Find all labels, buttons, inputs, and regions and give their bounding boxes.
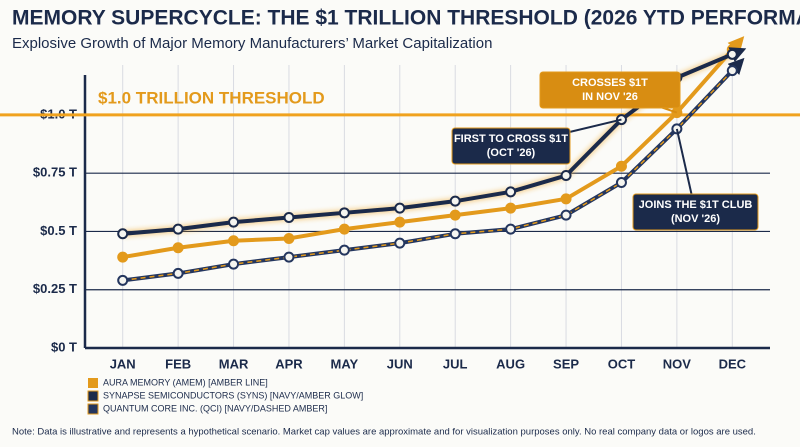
legend-swatch	[88, 378, 98, 388]
y-tick-label: $0.25 T	[33, 281, 77, 296]
point	[726, 65, 738, 77]
annotation-text: (NOV '26)	[671, 213, 720, 225]
point	[228, 216, 240, 228]
chart-subtitle: Explosive Growth of Major Memory Manufac…	[12, 35, 492, 52]
x-tick-label: MAR	[219, 356, 249, 371]
legend-swatch	[87, 403, 99, 415]
point	[172, 242, 184, 254]
annotation-box	[632, 193, 759, 231]
point	[505, 223, 517, 235]
annotation-box	[451, 127, 571, 165]
x-tick-label: JUL	[443, 356, 468, 371]
point	[117, 228, 129, 240]
legend-label: QUANTUM CORE INC. (QCI) [NAVY/DASHED AMB…	[103, 403, 327, 413]
point	[449, 209, 461, 221]
x-tick-label: DEC	[719, 356, 747, 371]
point	[117, 251, 129, 263]
point	[394, 237, 406, 249]
y-tick-label: $0.5 T	[40, 223, 77, 238]
point	[560, 193, 572, 205]
point	[228, 235, 240, 247]
point	[283, 251, 295, 263]
point	[172, 223, 184, 235]
x-tick-label: APR	[275, 356, 303, 371]
point	[394, 202, 406, 214]
point	[449, 195, 461, 207]
point	[394, 216, 406, 228]
annotation-box	[539, 71, 681, 109]
annotation-text: CROSSES $1T	[572, 77, 648, 89]
annotation-text: FIRST TO CROSS $1T	[454, 133, 568, 145]
point	[338, 244, 350, 256]
annotation-text: IN NOV '26	[582, 91, 638, 103]
chart-title: MEMORY SUPERCYCLE: THE $1 TRILLION THRES…	[12, 7, 800, 30]
point	[615, 160, 627, 172]
point	[449, 228, 461, 240]
line-dash	[122, 70, 733, 282]
point	[338, 207, 350, 219]
annotation-text: (OCT '26)	[487, 147, 536, 159]
y-tick-label: $0 T	[51, 339, 77, 354]
point	[560, 209, 572, 221]
point	[560, 170, 572, 182]
point	[726, 48, 738, 60]
x-tick-label: JAN	[110, 356, 136, 371]
point	[283, 232, 295, 244]
x-tick-label: MAY	[331, 356, 359, 371]
x-tick-label: SEP	[553, 356, 579, 371]
footnote: Note: Data is illustrative and represent…	[12, 427, 756, 438]
x-tick-label: AUG	[496, 356, 525, 371]
x-tick-label: JUN	[387, 356, 413, 371]
x-tick-label: OCT	[608, 356, 636, 371]
point	[338, 223, 350, 235]
legend-label: SYNAPSE SEMICONDUCTORS (SYNS) [NAVY/AMBE…	[103, 390, 363, 400]
series-line	[122, 48, 734, 260]
point	[505, 186, 517, 198]
point	[117, 274, 129, 286]
legend-swatch	[87, 390, 99, 402]
series-line	[122, 52, 734, 236]
y-tick-label: $0.75 T	[33, 165, 77, 180]
legend-label: AURA MEMORY (AMEM) [AMBER LINE]	[103, 377, 268, 387]
point	[505, 202, 517, 214]
point	[172, 267, 184, 279]
x-tick-label: FEB	[165, 356, 191, 371]
threshold-label: $1.0 TRILLION THRESHOLD	[98, 88, 325, 107]
annotation-text: JOINS THE $1T CLUB	[639, 199, 753, 211]
point	[228, 258, 240, 270]
point	[283, 211, 295, 223]
x-tick-label: NOV	[663, 356, 692, 371]
point	[615, 177, 627, 189]
